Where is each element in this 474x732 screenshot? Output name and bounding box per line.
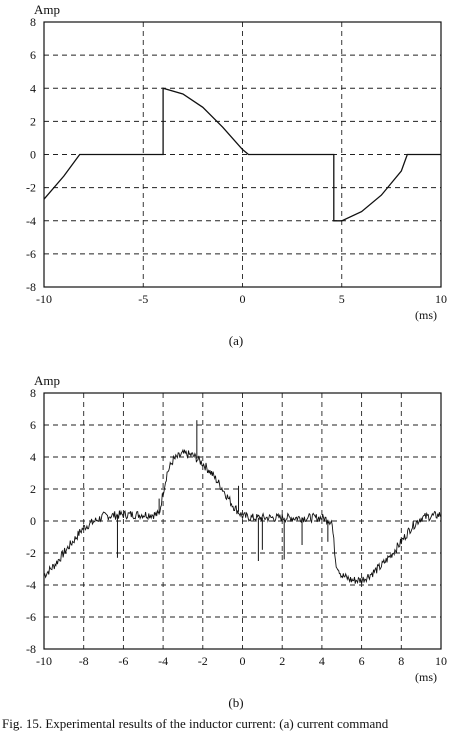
y-tick-label: 8 [30, 15, 36, 29]
y-tick-label: -2 [26, 546, 36, 560]
y-tick-label: -6 [26, 247, 36, 261]
subcaption-b: (b) [228, 695, 243, 710]
x-ticks-b: -10 -8 -6 -4 -2 0 2 4 6 8 10 [36, 654, 447, 668]
series-line-b [43, 448, 442, 585]
x-unit-b: (ms) [415, 670, 437, 684]
y-tick-label: 2 [30, 114, 36, 128]
x-tick-label: -10 [36, 654, 52, 668]
y-tick-label: -4 [26, 578, 36, 592]
y-tick-label: 0 [30, 514, 36, 528]
x-tick-label: 0 [240, 292, 246, 306]
subcaption-a: (a) [229, 333, 243, 348]
y-tick-label: 8 [30, 386, 36, 400]
x-tick-label: 5 [339, 292, 345, 306]
x-tick-label: 10 [435, 654, 447, 668]
x-tick-label: -8 [79, 654, 89, 668]
x-tick-label: 10 [435, 292, 447, 306]
y-tick-label: 6 [30, 418, 36, 432]
y-tick-label: 6 [30, 48, 36, 62]
x-ticks-a: -10 -5 0 5 10 [36, 292, 447, 306]
y-tick-label: -6 [26, 610, 36, 624]
y-tick-label: -8 [26, 642, 36, 656]
y-tick-label: 2 [30, 482, 36, 496]
series-line-a [43, 87, 441, 222]
figure-caption: Fig. 15. Experimental results of the ind… [2, 716, 389, 731]
x-tick-label: -6 [118, 654, 128, 668]
x-tick-label: 6 [359, 654, 365, 668]
y-tick-label: 4 [30, 450, 36, 464]
y-axis-label-b: Amp [34, 373, 60, 388]
chart-panel-a: 8 6 4 2 0 -2 -4 -6 -8 -10 -5 0 5 10 Amp (ms) (a) [26, 2, 447, 348]
y-tick-label: 0 [30, 148, 36, 162]
y-tick-label: -4 [26, 214, 36, 228]
y-ticks-a: 8 6 4 2 0 -2 -4 -6 -8 [26, 15, 36, 294]
y-axis-label-a: Amp [34, 2, 60, 17]
y-tick-label: -8 [26, 280, 36, 294]
x-tick-label: -10 [36, 292, 52, 306]
y-tick-label: 4 [30, 81, 36, 95]
x-tick-label: 0 [240, 654, 246, 668]
y-tick-label: -2 [26, 181, 36, 195]
x-tick-label: 8 [398, 654, 404, 668]
x-tick-label: -5 [138, 292, 148, 306]
grid-b [44, 393, 441, 649]
x-tick-label: -4 [158, 654, 168, 668]
x-tick-label: 2 [279, 654, 285, 668]
y-ticks-b: 8 6 4 2 0 -2 -4 -6 -8 [26, 386, 36, 656]
x-tick-label: 4 [319, 654, 325, 668]
plot-frame-b [43, 392, 442, 650]
x-unit-a: (ms) [415, 308, 437, 322]
x-tick-label: -2 [198, 654, 208, 668]
spikes-b [116, 420, 329, 561]
